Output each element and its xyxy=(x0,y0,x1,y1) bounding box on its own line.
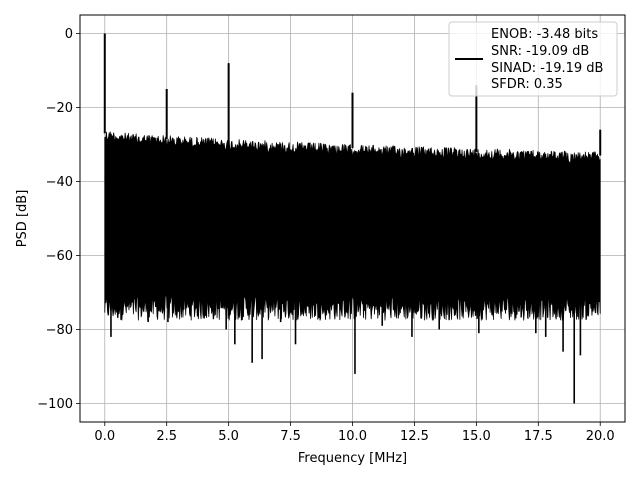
x-tick-label: 17.5 xyxy=(524,429,553,444)
y-tick-label: −100 xyxy=(37,397,73,412)
legend: ENOB: -3.48 bits SNR: -19.09 dB SINAD: -… xyxy=(448,21,618,97)
y-tick-label: −60 xyxy=(46,249,73,264)
noise-floor-band xyxy=(104,131,601,321)
y-tick-label: 0 xyxy=(65,27,73,42)
x-tick-label: 20.0 xyxy=(586,429,615,444)
legend-line-sfdr: SFDR: 0.35 xyxy=(491,77,563,92)
y-tick-label: −80 xyxy=(46,323,73,338)
y-tick-label: −40 xyxy=(46,175,73,190)
legend-line-snr: SNR: -19.09 dB xyxy=(491,44,589,59)
x-tick-label: 7.5 xyxy=(280,429,301,444)
legend-line-enob: ENOB: -3.48 bits xyxy=(491,27,598,42)
x-tick-label: 5.0 xyxy=(218,429,239,444)
x-tick-label: 15.0 xyxy=(462,429,491,444)
x-axis-label: Frequency [MHz] xyxy=(298,451,407,466)
y-axis-label: PSD [dB] xyxy=(15,190,30,248)
x-tick-label: 2.5 xyxy=(156,429,177,444)
x-tick-label: 10.0 xyxy=(338,429,367,444)
data-layer xyxy=(103,33,602,404)
x-tick-label: 0.0 xyxy=(94,429,115,444)
x-tick-label: 12.5 xyxy=(400,429,429,444)
legend-line-sinad: SINAD: -19.19 dB xyxy=(491,61,603,76)
ticks: 0.0 2.5 5.0 7.5 10.0 12.5 15.0 17.5 20.0 0 −20 −40 −… xyxy=(37,27,614,444)
legend-box xyxy=(448,21,618,97)
y-tick-label: −20 xyxy=(46,101,73,116)
